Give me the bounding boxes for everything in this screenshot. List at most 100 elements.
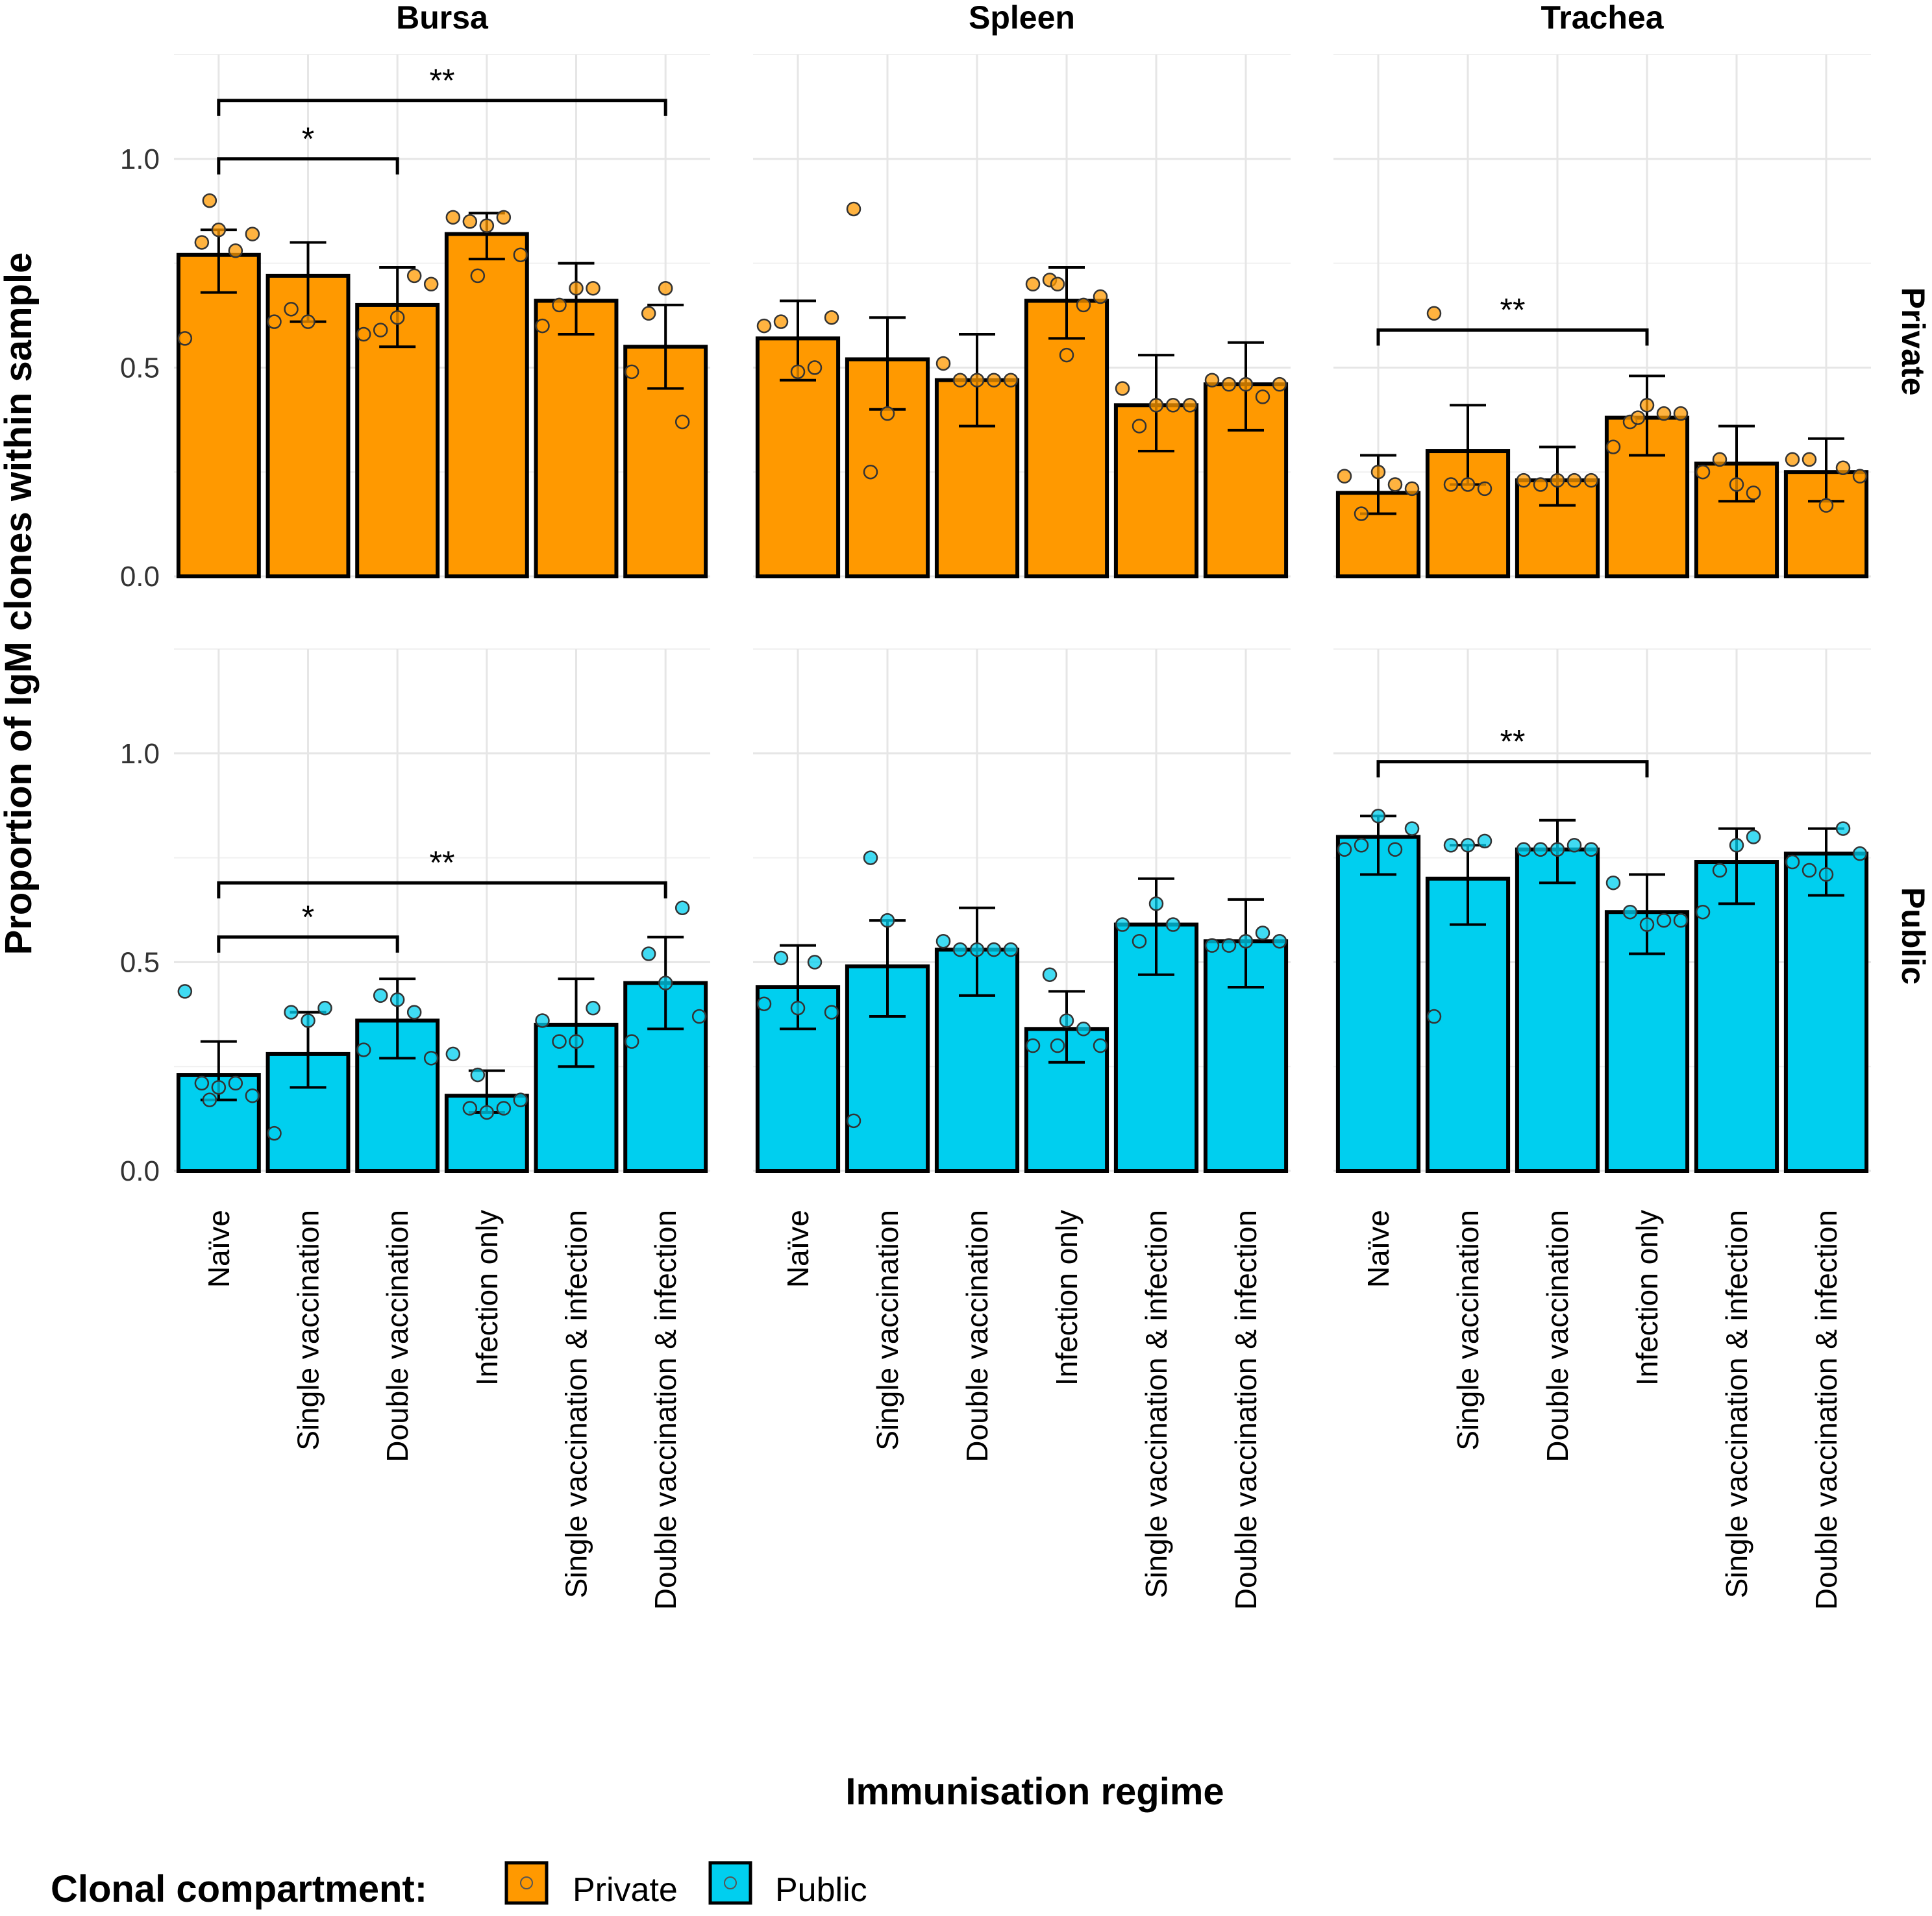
data-point xyxy=(1729,838,1744,853)
data-point xyxy=(423,276,439,292)
data-point xyxy=(177,984,193,999)
data-point xyxy=(1673,406,1689,421)
data-point xyxy=(1605,439,1621,454)
significance-label: * xyxy=(302,121,314,157)
significance-bracket xyxy=(217,935,399,953)
data-point xyxy=(1802,863,1817,878)
significance-bracket xyxy=(217,99,667,116)
data-point xyxy=(641,306,656,321)
data-point xyxy=(1746,829,1761,844)
panel-trachea-public: ** xyxy=(1333,648,1871,1173)
data-point xyxy=(1221,376,1237,392)
x-tick-label: Naïve xyxy=(781,1210,815,1288)
data-point xyxy=(462,214,478,229)
data-point xyxy=(846,1113,861,1129)
data-point xyxy=(535,318,550,334)
data-point xyxy=(1132,933,1147,949)
data-point xyxy=(986,942,1002,957)
x-tick-label: Double vaccination & infection xyxy=(1809,1210,1843,1610)
data-point xyxy=(390,992,405,1007)
data-point xyxy=(211,1080,227,1095)
data-point xyxy=(790,364,806,380)
y-axis-title: Proportion of IgM clones within sample xyxy=(0,252,40,955)
data-point xyxy=(1673,913,1689,928)
significance-bracket xyxy=(1376,328,1649,346)
y-tick-label: 0.0 xyxy=(120,561,160,593)
x-tick-label: Double vaccination & infection xyxy=(649,1210,682,1610)
data-point xyxy=(301,314,316,329)
x-tick-label: Naïve xyxy=(202,1210,236,1288)
data-point xyxy=(1387,842,1403,857)
x-tick-label: Infection only xyxy=(1050,1210,1084,1386)
data-point xyxy=(479,1105,495,1120)
data-point xyxy=(863,850,878,865)
data-point xyxy=(406,268,422,284)
data-point xyxy=(1337,842,1352,857)
data-point xyxy=(406,1005,422,1020)
data-point xyxy=(1630,410,1646,425)
data-point xyxy=(1785,854,1800,870)
data-point xyxy=(1639,917,1655,932)
data-point xyxy=(1460,477,1476,492)
y-tick-label: 0.5 xyxy=(120,352,160,384)
x-tick-label: Single vaccination & infection xyxy=(1139,1210,1173,1598)
data-point xyxy=(1656,913,1672,928)
y-tick-label: 1.0 xyxy=(120,738,160,770)
x-tick-label: Double vaccination xyxy=(960,1210,994,1462)
significance-label: ** xyxy=(1500,724,1526,760)
data-point xyxy=(641,946,656,961)
legend-label-public: Public xyxy=(775,1871,867,1909)
strip-label-trachea: Trachea xyxy=(1541,0,1664,36)
data-point xyxy=(880,406,895,421)
data-point xyxy=(202,193,217,208)
data-point xyxy=(1182,398,1198,413)
x-tick-label: Double vaccination & infection xyxy=(1229,1210,1263,1610)
panel-bursa-private: ***0.00.51.0 xyxy=(120,54,710,593)
x-tick-label: Infection only xyxy=(470,1210,504,1386)
data-point xyxy=(1785,452,1800,467)
data-point xyxy=(496,1101,512,1116)
data-point xyxy=(1003,373,1019,387)
data-point xyxy=(1695,904,1711,920)
panel-spleen-public xyxy=(753,648,1291,1173)
panel-spleen-private xyxy=(753,54,1291,579)
data-point xyxy=(1148,896,1164,911)
data-point xyxy=(373,323,388,338)
legend-label-private: Private xyxy=(573,1871,678,1909)
x-tick-label: Single vaccination & infection xyxy=(1720,1210,1753,1598)
data-point xyxy=(691,1009,707,1024)
data-point xyxy=(202,1092,217,1107)
bar xyxy=(1335,835,1421,1173)
data-point xyxy=(624,364,639,380)
data-point xyxy=(952,373,968,387)
data-point xyxy=(317,1000,332,1016)
data-point xyxy=(935,356,951,371)
bar xyxy=(1024,299,1109,578)
data-point xyxy=(756,318,772,334)
significance-bracket xyxy=(1376,760,1649,778)
data-point xyxy=(675,900,690,916)
significance-label: ** xyxy=(430,844,455,881)
data-point xyxy=(1387,477,1403,492)
data-point xyxy=(1370,464,1386,480)
data-point xyxy=(1656,406,1672,421)
data-point xyxy=(1255,389,1270,404)
data-point xyxy=(535,1013,550,1028)
data-point xyxy=(284,302,299,317)
data-point xyxy=(1443,477,1459,492)
data-point xyxy=(1583,842,1599,857)
data-point xyxy=(807,360,823,375)
data-point xyxy=(1272,376,1287,392)
data-point xyxy=(569,280,584,296)
panel-trachea-private: ** xyxy=(1333,54,1871,579)
data-point xyxy=(194,1075,210,1091)
data-point xyxy=(177,331,193,346)
bar xyxy=(534,299,619,578)
data-point xyxy=(1204,373,1220,387)
data-point xyxy=(228,1075,243,1091)
data-point xyxy=(756,996,772,1011)
data-point xyxy=(267,1125,282,1141)
data-point xyxy=(1404,821,1420,836)
data-point xyxy=(552,1034,567,1049)
data-point xyxy=(1115,917,1130,932)
